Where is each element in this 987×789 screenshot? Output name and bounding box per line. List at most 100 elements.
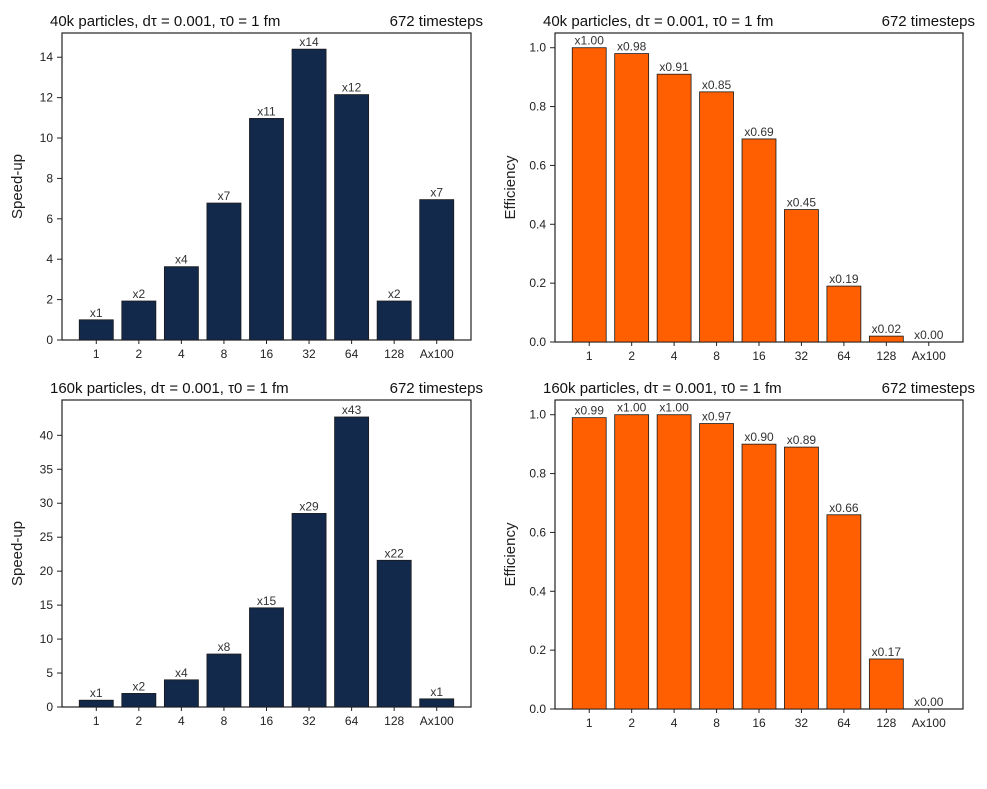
x-tick-label: 4 [178,714,185,728]
x-tick-label: Ax100 [912,716,946,730]
x-tick-label: 1 [586,349,593,363]
x-tick-label: 128 [384,347,404,361]
x-tick-label: 1 [586,716,593,730]
y-tick-label: 20 [40,564,54,578]
data-label: x0.45 [787,196,817,210]
y-tick-label: 14 [40,50,54,64]
x-tick-label: 8 [713,349,720,363]
bar-1 [571,417,607,710]
y-tick-label: 0.4 [529,584,546,598]
x-tick-label: 2 [135,347,142,361]
data-label: x8 [218,640,231,654]
bar-64 [334,94,370,341]
x-tick-label: 64 [345,347,359,361]
bar-64 [334,416,370,708]
chart-title: 40k particles, dτ = 0.001, τ0 = 1 fm [50,13,280,30]
data-label: x1 [90,306,103,320]
bar-4 [656,73,692,343]
x-tick-label: 4 [671,349,678,363]
x-tick-label: 16 [752,349,766,363]
x-tick-label: Ax100 [420,714,454,728]
data-label: x4 [175,253,188,267]
y-tick-label: 10 [40,131,54,145]
y-tick-label: 35 [40,462,54,476]
bar-8 [699,91,734,343]
data-label: x1.00 [659,401,689,415]
bar-64 [826,514,862,710]
bar-1 [78,699,114,708]
y-tick-label: 0.8 [529,100,546,114]
chart-title-timesteps: 672 timesteps [882,13,975,30]
y-tick-label: 30 [40,496,54,510]
data-label: x0.19 [829,272,859,286]
bar-16 [741,443,777,710]
y-tick-label: 0.0 [529,702,546,716]
chart-title-timesteps: 672 timesteps [390,13,483,30]
x-tick-label: 8 [713,716,720,730]
data-label: x0.99 [575,404,605,418]
x-tick-label: 2 [628,349,635,363]
y-tick-label: 0.2 [529,276,546,290]
chart-title: 40k particles, dτ = 0.001, τ0 = 1 fm [543,13,773,30]
bar-2 [121,300,157,341]
data-label: x2 [132,287,145,301]
bar-32 [291,48,327,341]
data-label: x1 [430,685,443,699]
data-label: x0.97 [702,410,732,424]
data-label: x1.00 [575,34,605,48]
y-tick-label: 8 [46,171,53,185]
x-tick-label: 2 [628,716,635,730]
bar-32 [784,209,819,343]
y-tick-label: 40 [40,428,54,442]
chart-title: 160k particles, dτ = 0.001, τ0 = 1 fm [50,380,289,397]
data-label: x7 [218,189,231,203]
x-tick-label: 32 [302,714,316,728]
bar-1 [571,47,607,343]
y-tick-label: 0.2 [529,643,546,657]
chart-title-timesteps: 672 timesteps [882,380,975,397]
data-label: x0.98 [617,40,647,54]
data-label: x1 [90,686,103,700]
data-label: x0.90 [744,430,774,444]
data-label: x0.69 [744,125,774,139]
y-tick-label: 1.0 [529,408,546,422]
bar-4 [656,414,692,710]
data-label: x0.85 [702,78,732,92]
x-tick-label: 32 [302,347,316,361]
bar-64 [826,285,862,343]
y-axis-label: Efficiency [502,155,519,219]
bar-4 [163,679,199,708]
chart-efficiency-160k: 0.0 0.2 0.4 0.6 0.8 1.0 x0.99 1 x1.00 2 x1.00 4 x0.9… [502,380,975,730]
data-label: x29 [299,499,319,513]
x-tick-label: Ax100 [420,347,454,361]
x-tick-label: 128 [876,349,896,363]
x-tick-label: 16 [752,716,766,730]
data-label: x12 [342,81,362,95]
bar-2 [614,53,650,343]
bar-32 [291,513,327,708]
data-label: x0.17 [872,645,902,659]
x-tick-label: 32 [795,349,809,363]
y-tick-label: 0.6 [529,158,546,172]
bar-Ax100 [419,199,455,341]
chart-speedup-40k: 02468101214x11x22x44x78x1116x1432x1264x2… [9,13,483,361]
bar-4 [163,266,199,341]
y-tick-label: 4 [46,252,53,266]
x-tick-label: 64 [837,716,851,730]
data-label: x0.89 [787,433,817,447]
data-label: x14 [299,35,319,49]
y-axis-label: Speed-up [9,521,26,586]
bar-8 [206,653,242,708]
x-tick-label: 128 [876,716,896,730]
y-tick-label: 0 [46,333,53,347]
bar-32 [784,446,819,710]
y-tick-label: 12 [40,91,54,105]
x-tick-label: 1 [93,347,100,361]
bar-2 [614,414,650,710]
y-tick-label: 5 [46,666,53,680]
bar-8 [206,202,242,341]
x-tick-label: 16 [260,714,274,728]
bar-16 [249,607,284,708]
bar-1 [78,319,114,341]
